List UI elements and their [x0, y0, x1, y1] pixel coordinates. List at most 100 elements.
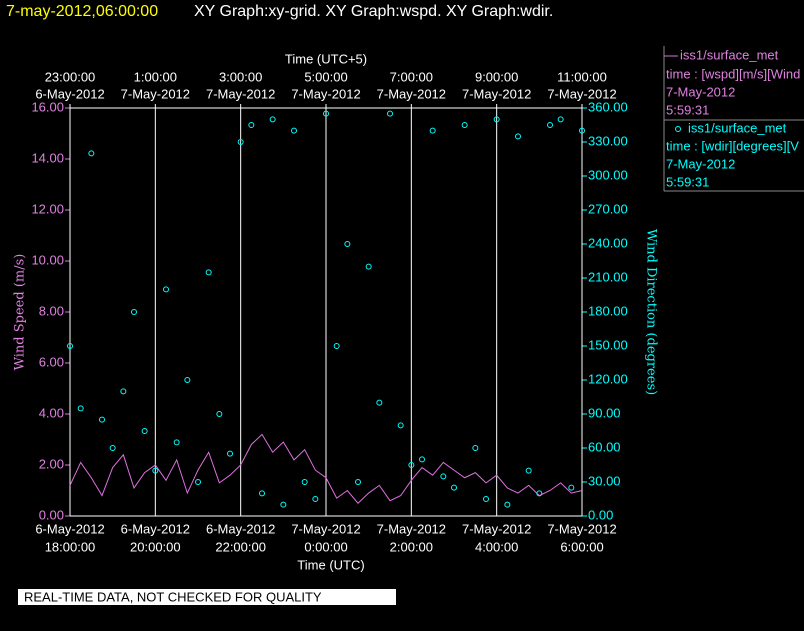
wdir-point	[547, 122, 553, 128]
y-tick-label: 8.00	[39, 303, 64, 318]
y2-tick-label: 300.00	[588, 167, 628, 182]
legend-text: 5:59:31	[666, 102, 709, 117]
y2-tick-label: 270.00	[588, 201, 628, 216]
wdir-point	[472, 445, 479, 451]
wdir-point	[323, 110, 329, 117]
wdir-point	[195, 479, 201, 485]
wdir-point	[440, 473, 447, 480]
y2-tick-label: 90.00	[588, 405, 621, 420]
wdir-point	[355, 479, 361, 485]
wdir-point	[152, 467, 159, 474]
wdir-point	[77, 405, 84, 412]
wdir-point	[216, 411, 223, 417]
legend-text: 7-May-2012	[666, 156, 735, 171]
y2-tick-label: 330.00	[588, 133, 628, 148]
x2-tick-label: 5:00:00	[304, 69, 347, 84]
wdir-point	[397, 422, 404, 429]
wdir-point	[557, 116, 564, 123]
x2-tick-label: 7-May-2012	[462, 86, 531, 101]
wdir-point	[312, 496, 319, 502]
y-tick-label: 4.00	[39, 405, 64, 420]
wdir-point	[504, 501, 511, 508]
x2-label: Time (UTC+5)	[285, 51, 367, 66]
wdir-point	[408, 462, 415, 468]
wdir-point	[365, 263, 372, 270]
x-label: Time (UTC)	[297, 557, 364, 572]
y-tick-label: 2.00	[39, 456, 64, 471]
wdir-point	[259, 490, 265, 497]
wdir-point	[227, 450, 233, 457]
x-tick-label: 20:00:00	[130, 539, 181, 554]
x2-tick-label: 7-May-2012	[377, 86, 446, 101]
x-tick-label: 22:00:00	[215, 539, 266, 554]
y2-label: Wind Direction (degrees)	[644, 229, 659, 395]
wdir-point	[280, 501, 287, 508]
wdir-point	[568, 484, 575, 491]
x-tick-label: 6-May-2012	[206, 521, 275, 536]
x2-tick-label: 23:00:00	[45, 69, 96, 84]
y-tick-label: 16.00	[31, 99, 64, 114]
wdir-point	[291, 127, 297, 134]
wdir-point	[173, 439, 180, 446]
x2-tick-label: 1:00:00	[134, 69, 177, 84]
x2-tick-label: 7-May-2012	[291, 86, 360, 101]
x-tick-label: 7-May-2012	[462, 521, 531, 536]
wdir-point	[483, 496, 489, 502]
legend-name: iss1/surface_met	[680, 47, 779, 62]
wdir-point	[525, 467, 532, 474]
y2-tick-label: 240.00	[588, 235, 628, 250]
x-tick-label: 7-May-2012	[547, 521, 616, 536]
x2-tick-label: 7-May-2012	[547, 86, 616, 101]
x-tick-label: 6:00:00	[560, 539, 603, 554]
y-tick-label: 14.00	[31, 150, 64, 165]
wdir-point	[131, 309, 137, 315]
wdir-point	[67, 343, 73, 349]
x-tick-label: 7-May-2012	[377, 521, 446, 536]
x2-tick-label: 6-May-2012	[35, 86, 104, 101]
chart-title: 7-may-2012,06:00:00	[6, 3, 158, 20]
legend-text: 7-May-2012	[666, 84, 735, 99]
y2-tick-label: 120.00	[588, 371, 628, 386]
legend-name: iss1/surface_met	[688, 120, 787, 135]
wdir-point	[141, 428, 148, 434]
wdir-point	[163, 286, 169, 293]
x2-tick-label: 11:00:00	[557, 69, 607, 84]
y2-tick-label: 150.00	[588, 337, 628, 352]
wdir-point	[419, 456, 425, 463]
y-label: Wind Speed (m/s)	[13, 254, 28, 371]
wdir-point	[451, 484, 457, 491]
wdir-point	[269, 116, 276, 123]
wdir-point	[536, 490, 543, 497]
chart-subtitle: XY Graph:xy-grid. XY Graph:wspd. XY Grap…	[194, 3, 553, 20]
y-tick-label: 0.00	[39, 507, 64, 522]
y-tick-label: 12.00	[31, 201, 64, 216]
wdir-point	[205, 269, 212, 276]
x2-tick-label: 7:00:00	[390, 69, 433, 84]
wdir-point	[515, 133, 521, 140]
x-tick-label: 4:00:00	[475, 539, 518, 554]
y2-tick-label: 60.00	[588, 439, 621, 454]
y2-tick-label: 0.00	[588, 507, 613, 522]
wdir-point	[88, 150, 95, 157]
x2-tick-label: 7-May-2012	[121, 86, 190, 101]
wdir-point	[99, 416, 105, 423]
y2-tick-label: 210.00	[588, 269, 628, 284]
wdir-point	[248, 122, 255, 128]
legend-text: 5:59:31	[666, 174, 709, 189]
wdir-point	[429, 127, 436, 134]
x-tick-label: 6-May-2012	[35, 521, 104, 536]
y2-tick-label: 30.00	[588, 473, 621, 488]
wdir-point	[344, 241, 351, 247]
x-tick-label: 0:00:00	[304, 539, 347, 554]
legend-text: time : [wspd][m/s][Wind	[666, 66, 800, 81]
x2-tick-label: 9:00:00	[475, 69, 518, 84]
x2-tick-label: 3:00:00	[219, 69, 262, 84]
wdir-point	[333, 343, 340, 349]
y-tick-label: 10.00	[31, 252, 64, 267]
y2-tick-label: 180.00	[588, 303, 628, 318]
wdir-point	[376, 399, 383, 406]
x-tick-label: 7-May-2012	[291, 521, 360, 536]
legend-text: time : [wdir][degrees][V	[666, 138, 799, 153]
y-tick-label: 6.00	[39, 354, 64, 369]
